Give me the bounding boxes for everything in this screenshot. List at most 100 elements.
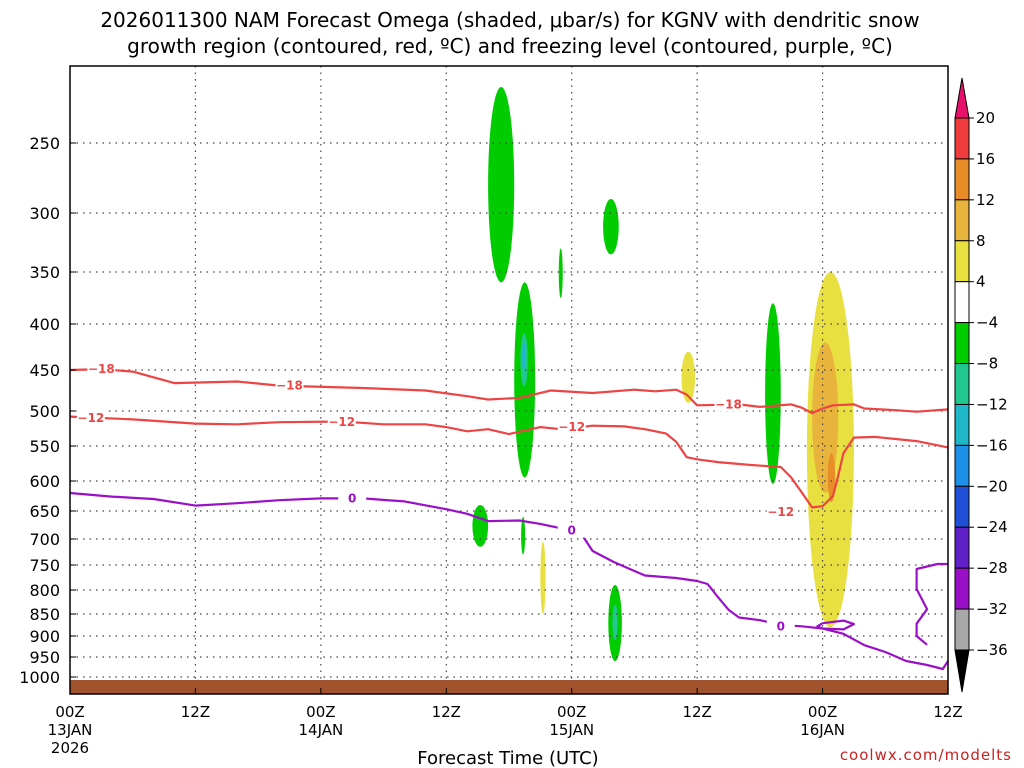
colorbar-label: −32 xyxy=(976,600,1008,618)
dgz-minus18-line xyxy=(69,368,949,415)
y-tick-label: 600 xyxy=(29,472,60,491)
colorbar-label: −20 xyxy=(976,477,1008,495)
y-tick-label: 500 xyxy=(29,402,60,421)
dgz-minus18-label: −18 xyxy=(88,362,115,376)
x-tick-label: 00Z xyxy=(808,703,837,721)
downward-motion-2 xyxy=(681,351,696,403)
grid-layer xyxy=(70,66,948,694)
x-tick-date: 15JAN xyxy=(549,721,594,739)
colorbar-label: −4 xyxy=(976,314,998,332)
colorbar-bin xyxy=(954,117,970,160)
dgz-minus18-label: −18 xyxy=(276,379,303,393)
colorbar-label: −16 xyxy=(976,436,1008,454)
colorbar-bin xyxy=(954,363,970,405)
colorbar-bin xyxy=(954,322,970,365)
y-tick-label: 800 xyxy=(29,581,60,600)
colorbar-bin xyxy=(954,281,970,324)
y-tick-label: 650 xyxy=(29,502,60,521)
x-tick-label: 12Z xyxy=(682,703,711,721)
dgz-minus12-label-bg xyxy=(766,504,795,520)
x-tick-label: 00Z xyxy=(306,703,335,721)
colorbar: 20 16 12 8 4 −4 −8 −12 −16 −20 −24 −28 −32 −36 xyxy=(954,77,1008,693)
freezing-level-label: 0 xyxy=(348,491,356,505)
dgz-minus12-line xyxy=(69,415,949,509)
colorbar-label: 4 xyxy=(976,273,986,291)
dgz-minus18-label-bg xyxy=(275,377,304,393)
freezing-level-hook-line xyxy=(915,562,948,646)
x-tick-label: 12Z xyxy=(181,703,210,721)
dgz-minus18-label-bg xyxy=(87,361,116,377)
freezing-level-label-bg xyxy=(766,618,795,634)
ground-layer xyxy=(70,680,948,694)
x-tick-date: 13JAN xyxy=(48,721,93,739)
chart-title-line-2: growth region (contoured, red, ºC) and f… xyxy=(127,34,893,58)
freezing-level-label-bg xyxy=(338,490,367,506)
y-tick-label: 1000 xyxy=(19,668,60,687)
upward-motion-upper-2 xyxy=(603,199,619,255)
dgz-minus12-label-bg xyxy=(76,410,105,425)
dgz-minus18-label-bg xyxy=(714,396,743,412)
dgz-minus12-label: −12 xyxy=(558,420,585,434)
x-tick-label: 12Z xyxy=(432,703,461,721)
downward-motion-1 xyxy=(540,541,546,614)
upward-motion-upper-1 xyxy=(488,87,515,283)
upward-motion-mid-core2 xyxy=(521,342,526,371)
dgz-minus18-label: −18 xyxy=(715,397,742,411)
colorbar-label: −8 xyxy=(976,355,998,373)
upward-motion-low-3-core xyxy=(612,604,618,641)
x-tick-date: 14JAN xyxy=(298,721,343,739)
colorbar-label: −24 xyxy=(976,518,1008,536)
plot-frame xyxy=(69,65,949,695)
x-tick-year: 2026 xyxy=(51,739,89,757)
colorbar-label: 16 xyxy=(976,150,995,168)
colorbar-bin xyxy=(954,485,970,528)
x-tick-label: 12Z xyxy=(933,703,962,721)
y-tick-label: 250 xyxy=(29,134,60,153)
colorbar-bin xyxy=(954,240,970,283)
dgz-minus12-label-bg xyxy=(557,419,586,435)
colorbar-bin xyxy=(954,608,970,651)
chart-title-line-1: 2026011300 NAM Forecast Omega (shaded, μ… xyxy=(100,8,919,32)
colorbar-label: 20 xyxy=(976,109,995,127)
y-tick-label: 950 xyxy=(29,648,60,667)
colorbar-bin xyxy=(954,567,970,610)
colorbar-label: −12 xyxy=(976,395,1008,413)
colorbar-label: 12 xyxy=(976,191,995,209)
colorbar-bin xyxy=(954,526,970,569)
y-tick-label: 750 xyxy=(29,556,60,575)
x-tick-label: 00Z xyxy=(557,703,586,721)
y-tick-label: 350 xyxy=(29,263,60,282)
x-tick-date: 16JAN xyxy=(800,721,845,739)
x-tick-label: 00Z xyxy=(55,703,84,721)
y-tick-label: 550 xyxy=(29,437,60,456)
colorbar-bin xyxy=(954,158,970,201)
colorbar-label: −36 xyxy=(976,641,1008,659)
colorbar-bin xyxy=(954,444,970,487)
colorbar-bottom-triangle xyxy=(954,649,970,693)
y-tick-label: 700 xyxy=(29,530,60,549)
y-tick-label: 400 xyxy=(29,315,60,334)
freezing-level-label: 0 xyxy=(777,619,785,633)
y-axis: 250 300 350 400 450 500 550 600 650 700 750 800 850 9… xyxy=(19,134,76,687)
freezing-level-line xyxy=(69,491,949,671)
upward-motion-low-2 xyxy=(521,516,526,555)
dgz-minus12-label: −12 xyxy=(767,505,794,519)
dgz-minus12-label-bg xyxy=(327,414,356,430)
upward-motion-late-1 xyxy=(765,303,781,484)
colorbar-bin xyxy=(954,403,970,446)
colorbar-label: −28 xyxy=(976,559,1008,577)
x-axis-title: Forecast Time (UTC) xyxy=(417,748,598,768)
dgz-minus12-label: −12 xyxy=(78,411,105,425)
freezing-level-loop-line xyxy=(816,619,855,631)
downward-motion-3-core2 xyxy=(827,453,836,502)
y-tick-label: 900 xyxy=(29,627,60,646)
credit-text: coolwx.com/modelts xyxy=(840,746,1012,764)
upward-motion-low-1 xyxy=(472,505,489,547)
colorbar-bin xyxy=(954,199,970,242)
dgz-minus12-label: −12 xyxy=(328,415,355,429)
freezing-level-label: 0 xyxy=(568,524,576,538)
contours-layer: −18 −18 −18 −12 −12 −12 −12 0 0 0 xyxy=(69,361,949,671)
